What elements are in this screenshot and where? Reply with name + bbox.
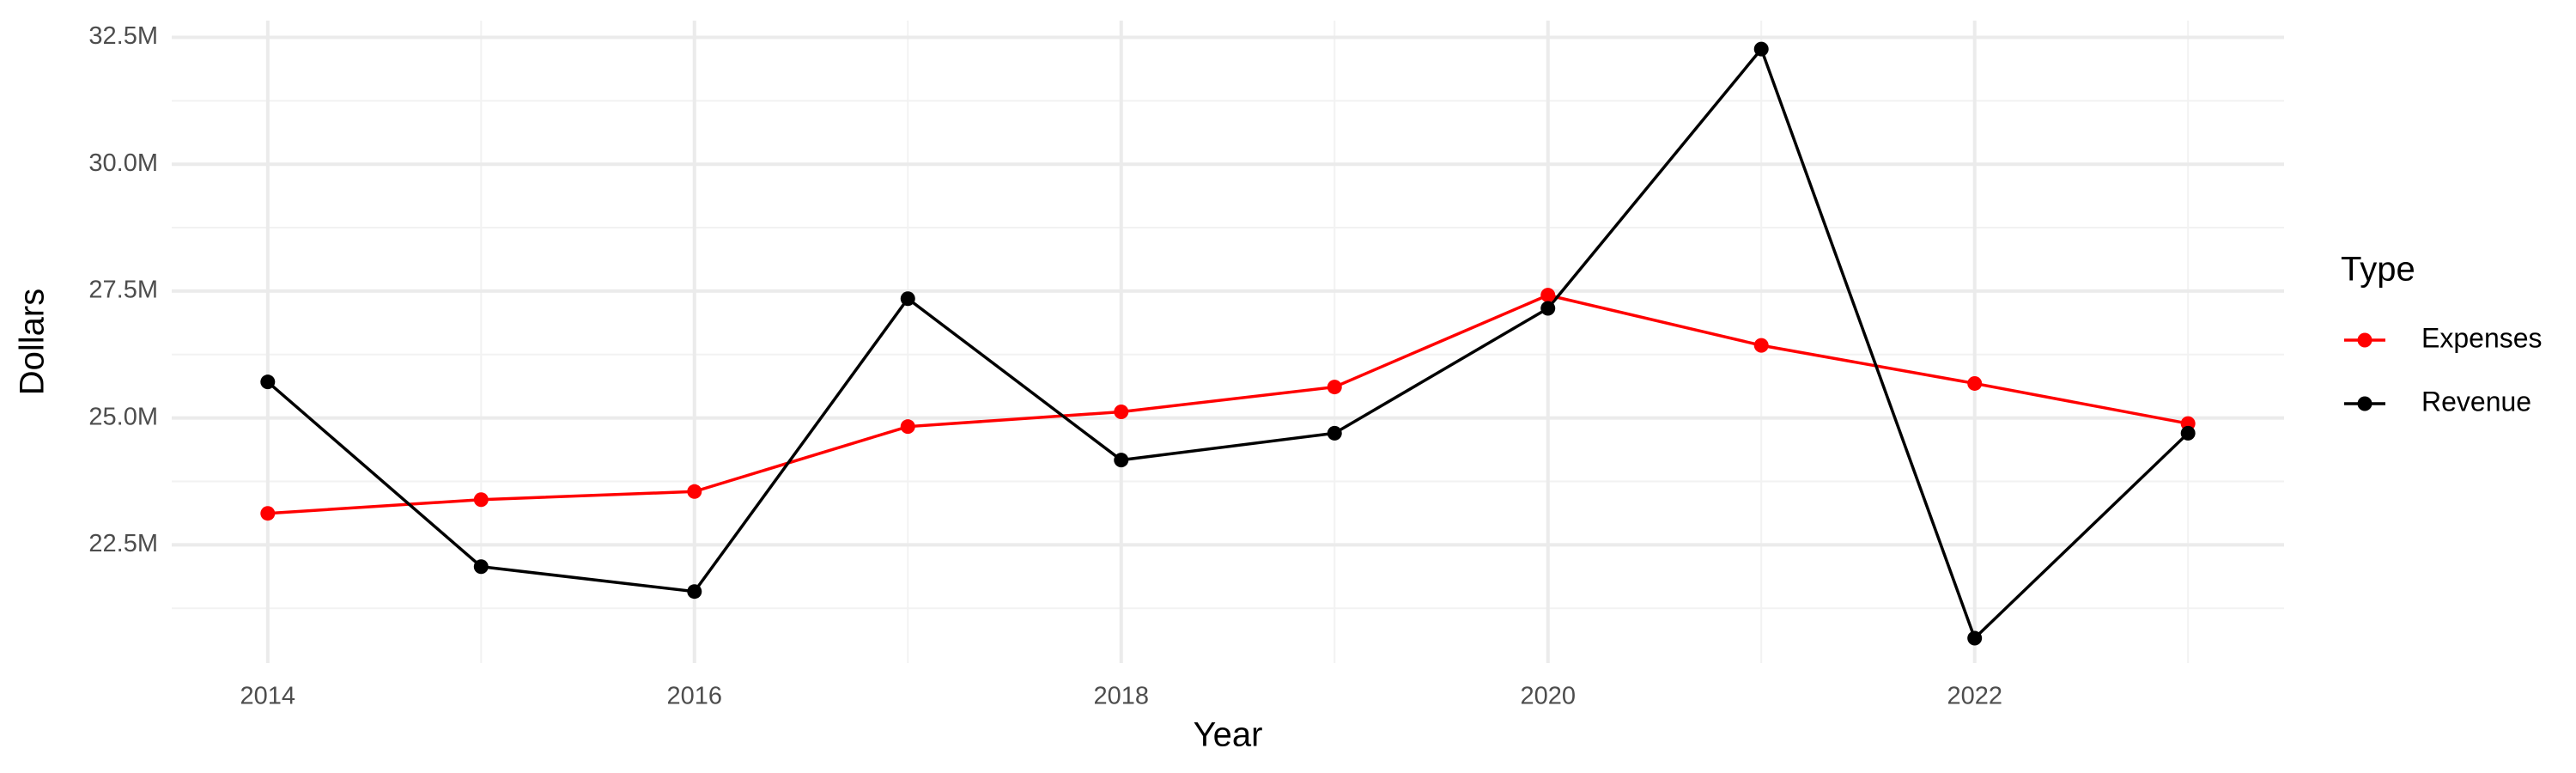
data-point — [1753, 41, 1769, 57]
x-tick-label: 2014 — [240, 683, 296, 710]
data-point — [473, 559, 489, 575]
data-point — [1327, 380, 1342, 395]
grid — [172, 21, 2284, 663]
y-tick-label: 32.5M — [88, 22, 158, 50]
data-point — [687, 484, 702, 499]
data-point — [900, 291, 915, 307]
legend-label: Expenses — [2421, 322, 2543, 353]
data-point — [687, 584, 702, 600]
data-point — [2180, 425, 2196, 441]
y-axis-title: Dollars — [14, 289, 52, 395]
legend-key-point — [2357, 396, 2372, 411]
y-tick-label: 27.5M — [88, 277, 158, 304]
legend-key-point — [2357, 332, 2372, 348]
data-point — [260, 506, 276, 521]
data-point — [1114, 405, 1129, 420]
data-point — [1967, 375, 1983, 391]
data-point — [1327, 425, 1342, 441]
data-point — [1540, 288, 1556, 303]
x-tick-label: 2016 — [667, 683, 723, 710]
y-tick-label: 22.5M — [88, 530, 158, 557]
series-line — [266, 46, 2190, 642]
legend-title: Type — [2341, 251, 2415, 289]
data-point — [1967, 630, 1983, 646]
y-tick-label: 30.0M — [88, 149, 158, 177]
data-point — [473, 492, 489, 508]
data-point — [1114, 453, 1129, 468]
legend-label: Revenue — [2421, 386, 2531, 417]
data-point — [1540, 301, 1556, 316]
data-point — [260, 374, 276, 390]
series-line — [267, 293, 2189, 515]
x-tick-label: 2020 — [1520, 683, 1576, 710]
plot-area — [260, 41, 2196, 646]
y-tick-label: 25.0M — [88, 403, 158, 430]
data-point — [1753, 338, 1769, 353]
legend: Type Expenses Revenue — [2341, 251, 2543, 417]
x-tick-label: 2018 — [1093, 683, 1149, 710]
x-axis-title: Year — [1194, 716, 1263, 754]
data-point — [900, 419, 915, 435]
x-tick-label: 2022 — [1947, 683, 2002, 710]
